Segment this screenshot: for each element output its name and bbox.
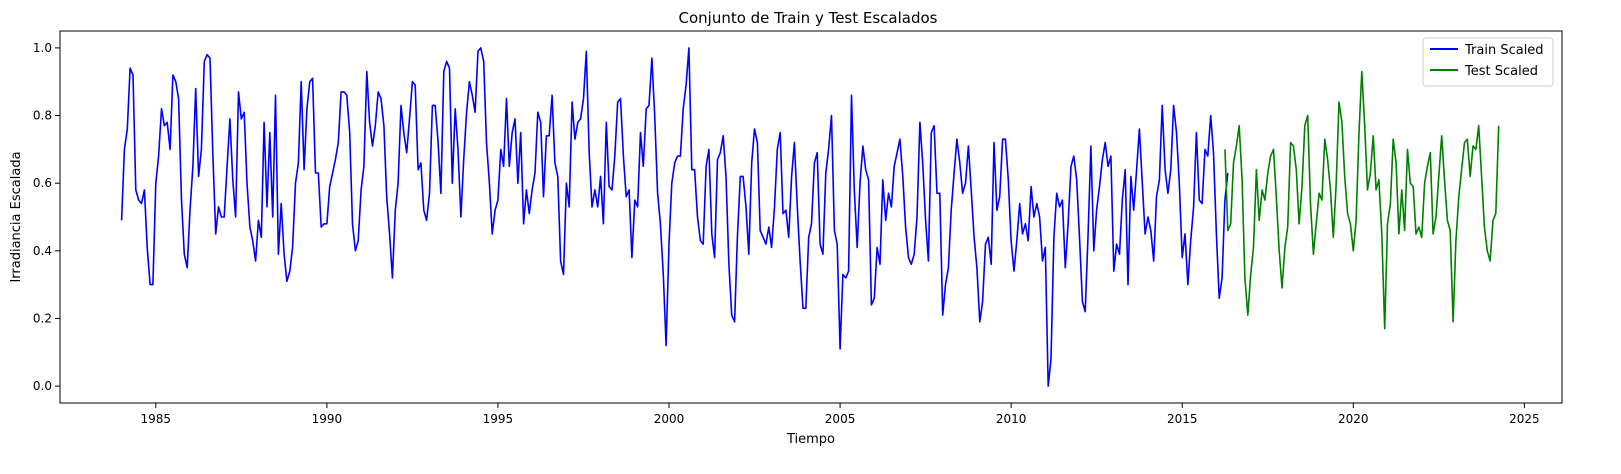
y-tick-label: 0.8 bbox=[33, 109, 52, 123]
y-tick-label: 1.0 bbox=[33, 41, 52, 55]
x-tick-label: 2025 bbox=[1509, 412, 1540, 426]
y-tick-label: 0.4 bbox=[33, 244, 52, 258]
x-tick-label: 2015 bbox=[1167, 412, 1198, 426]
x-tick-label: 1990 bbox=[312, 412, 343, 426]
series-layer bbox=[120, 47, 1500, 387]
x-tick-label: 1985 bbox=[141, 412, 172, 426]
x-axis-label: Tiempo bbox=[786, 432, 835, 447]
series-line-test bbox=[1224, 70, 1500, 330]
y-tick-label: 0.2 bbox=[33, 311, 52, 325]
legend-label-test: Test Scaled bbox=[1464, 64, 1538, 79]
x-tick-label: 2005 bbox=[825, 412, 856, 426]
x-tick-label: 2000 bbox=[654, 412, 685, 426]
legend-label-train: Train Scaled bbox=[1464, 43, 1544, 58]
x-tick-label: 1995 bbox=[483, 412, 514, 426]
y-axis-label: Irradiancia Escalada bbox=[9, 151, 24, 282]
series-line-train bbox=[120, 47, 1229, 387]
plot-area-frame bbox=[59, 30, 1563, 404]
y-tick-label: 0.6 bbox=[33, 176, 52, 190]
axes-layer: 1985 1990 1995 2000 2005 2010 2015 2020 2025 0.0 0… bbox=[33, 41, 1540, 426]
y-tick-label: 0.0 bbox=[33, 379, 52, 393]
x-tick-label: 2010 bbox=[996, 412, 1027, 426]
legend: Train Scaled Test Scaled bbox=[1422, 37, 1554, 87]
x-tick-label: 2020 bbox=[1338, 412, 1369, 426]
chart-title: Conjunto de Train y Test Escalados bbox=[679, 9, 938, 27]
